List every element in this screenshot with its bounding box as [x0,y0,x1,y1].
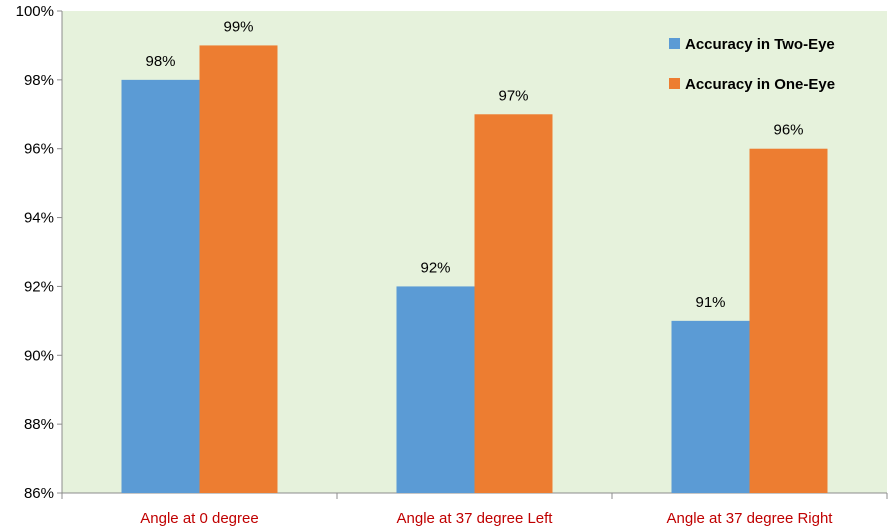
data-label: 99% [223,18,253,35]
bars-group [121,45,828,494]
bar [396,286,475,493]
y-axis: 86% 88% 90% 92% 94% 96% 98% 100% [16,3,63,502]
bar [199,45,278,494]
legend-swatch [669,78,680,89]
y-tick-label: 94% [24,210,54,227]
y-tick-label: 100% [16,3,54,20]
legend-swatch [669,38,680,49]
data-label: 91% [695,294,725,311]
legend-label: Accuracy in One-Eye [685,76,835,93]
y-tick-label: 92% [24,278,54,295]
data-labels-group: 98% 92% 91% 99% 97% 96% [145,18,803,310]
data-label: 97% [498,87,528,104]
legend-label: Accuracy in Two-Eye [685,36,835,53]
y-tick-label: 96% [24,141,54,158]
x-axis: Angle at 0 degree Angle at 37 degree Left… [61,492,888,527]
bar [671,320,750,493]
bar [121,79,200,493]
y-tick-label: 90% [24,347,54,364]
y-tick-label: 98% [24,72,54,89]
y-tick-label: 86% [24,485,54,502]
x-tick-label: Angle at 37 degree Left [397,510,554,527]
bar [474,114,553,494]
bar [749,148,828,493]
data-label: 92% [420,259,450,276]
y-tick-label: 88% [24,416,54,433]
x-tick-label: Angle at 37 degree Right [667,510,834,527]
legend: Accuracy in Two-Eye Accuracy in One-Eye [669,36,835,93]
x-tick-label: Angle at 0 degree [140,510,258,527]
data-label: 96% [773,122,803,139]
data-label: 98% [145,53,175,70]
